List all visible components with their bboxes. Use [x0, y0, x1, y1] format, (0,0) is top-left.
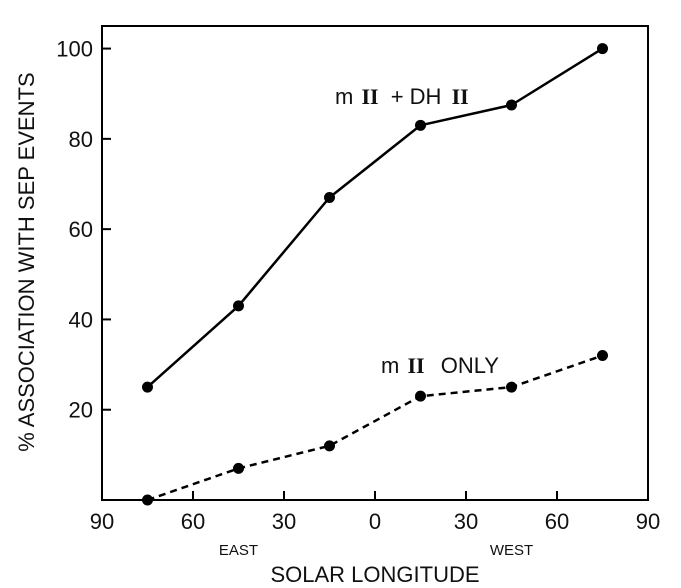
series-label-prefix: m	[381, 353, 399, 378]
y-tick-label: 80	[69, 127, 93, 152]
x-ticks: 90 60 30 0 30 60 90	[90, 491, 660, 534]
y-ticks: 20 40 60 80 100	[56, 37, 111, 423]
x-tick-label: 90	[636, 509, 660, 534]
series-label-suffix: ONLY	[441, 353, 500, 378]
x-sub-labels: EAST WEST	[219, 542, 533, 559]
x-tick-label: 0	[369, 509, 381, 534]
data-point	[415, 390, 426, 402]
data-point	[233, 462, 244, 474]
data-point	[233, 300, 244, 312]
data-point	[324, 440, 335, 452]
data-point	[142, 494, 153, 506]
data-point	[324, 192, 335, 204]
series-label-roman: II	[361, 84, 378, 109]
y-axis-title: % ASSOCIATION WITH SEP EVENTS	[14, 72, 39, 451]
series-label-middle: + DH	[391, 84, 442, 109]
series-line-mII-DHII	[146, 47, 604, 389]
series-label-roman: II	[407, 353, 424, 378]
series-line-mII-only	[147, 354, 603, 502]
x-tick-label: 60	[181, 509, 205, 534]
x-axis-title: SOLAR LONGITUDE	[270, 562, 479, 587]
series-label-mII-only: m II ONLY	[381, 353, 499, 378]
data-point	[506, 381, 517, 393]
series-label-prefix: m	[335, 84, 353, 109]
x-tick-label: 60	[545, 509, 569, 534]
x-tick-label: 30	[272, 509, 296, 534]
data-point	[142, 381, 153, 393]
x-tick-label: 30	[454, 509, 478, 534]
data-point	[597, 43, 608, 55]
series-layer	[142, 43, 608, 506]
data-point	[415, 119, 426, 131]
y-tick-label: 60	[69, 217, 93, 242]
x-tick-label: 90	[90, 509, 114, 534]
x-sub-label: EAST	[219, 542, 258, 559]
y-tick-label: 40	[69, 307, 93, 332]
series-label-mII-DHII: m II + DH II	[335, 84, 469, 109]
y-tick-label: 100	[56, 37, 93, 62]
data-point	[506, 99, 517, 111]
x-sub-label: WEST	[490, 542, 533, 559]
data-point	[597, 350, 608, 362]
y-tick-label: 20	[69, 398, 93, 423]
series-label-roman: II	[452, 84, 469, 109]
